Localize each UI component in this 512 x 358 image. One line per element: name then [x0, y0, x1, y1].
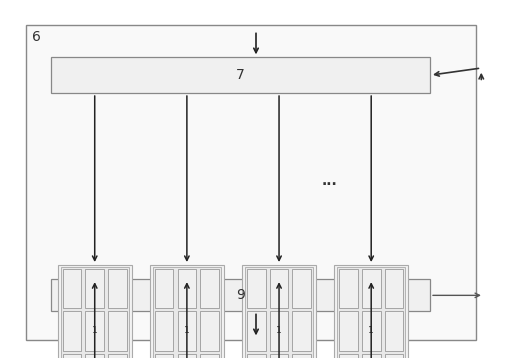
- Bar: [385, 311, 403, 351]
- Bar: [51, 279, 430, 311]
- Bar: [247, 268, 266, 308]
- Bar: [242, 265, 316, 358]
- Bar: [247, 354, 266, 358]
- Text: 1: 1: [276, 326, 282, 335]
- Bar: [57, 265, 132, 358]
- Text: 6: 6: [32, 30, 40, 44]
- Bar: [86, 354, 104, 358]
- Text: 1: 1: [92, 326, 98, 335]
- Bar: [292, 354, 311, 358]
- Bar: [339, 268, 358, 308]
- Bar: [292, 268, 311, 308]
- Bar: [385, 354, 403, 358]
- Bar: [178, 354, 196, 358]
- Bar: [270, 311, 288, 351]
- Bar: [86, 268, 104, 308]
- Bar: [86, 311, 104, 351]
- Bar: [61, 267, 129, 358]
- Bar: [339, 354, 358, 358]
- Bar: [63, 354, 81, 358]
- Bar: [334, 265, 409, 358]
- Bar: [155, 354, 174, 358]
- Text: 1: 1: [184, 326, 190, 335]
- Bar: [155, 268, 174, 308]
- Bar: [200, 268, 219, 308]
- Bar: [200, 354, 219, 358]
- Bar: [362, 268, 380, 308]
- Bar: [245, 267, 313, 358]
- Bar: [63, 311, 81, 351]
- Bar: [292, 311, 311, 351]
- Bar: [150, 265, 224, 358]
- Text: 1: 1: [368, 326, 374, 335]
- Bar: [178, 268, 196, 308]
- Bar: [155, 311, 174, 351]
- Bar: [247, 311, 266, 351]
- Bar: [385, 268, 403, 308]
- Bar: [339, 311, 358, 351]
- Bar: [108, 268, 127, 308]
- Bar: [200, 311, 219, 351]
- Bar: [270, 268, 288, 308]
- Text: ...: ...: [322, 174, 337, 188]
- Text: 7: 7: [236, 68, 245, 82]
- Bar: [63, 268, 81, 308]
- Text: 9: 9: [236, 288, 245, 303]
- Bar: [108, 311, 127, 351]
- Bar: [51, 57, 430, 93]
- Bar: [26, 25, 476, 340]
- Bar: [270, 354, 288, 358]
- Bar: [108, 354, 127, 358]
- Bar: [362, 311, 380, 351]
- Bar: [337, 267, 406, 358]
- Bar: [362, 354, 380, 358]
- Bar: [153, 267, 221, 358]
- Bar: [178, 311, 196, 351]
